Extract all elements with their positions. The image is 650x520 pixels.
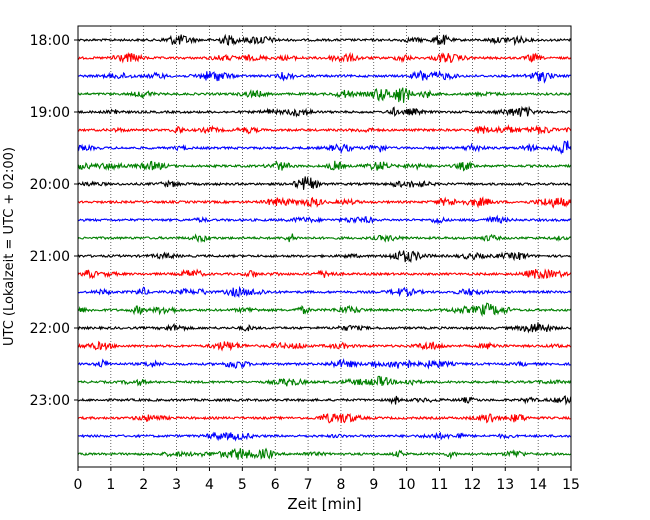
trace-2200 xyxy=(77,322,572,334)
trace-2300 xyxy=(77,395,572,406)
trace-2045 xyxy=(77,233,572,244)
x-tick-label: 0 xyxy=(74,477,83,493)
trace-2315 xyxy=(77,412,571,424)
trace-2230 xyxy=(77,358,571,370)
x-tick-label: 10 xyxy=(398,477,416,493)
trace-2030 xyxy=(77,214,572,225)
y-tick-label: 20:00 xyxy=(30,177,70,193)
x-tick-label: 7 xyxy=(304,477,313,493)
x-tick-label: 9 xyxy=(369,477,378,493)
y-axis-label: UTC (Lokalzeit = UTC + 02:00) xyxy=(2,147,17,346)
trace-2015 xyxy=(77,196,572,209)
x-tick-label: 11 xyxy=(431,477,449,493)
x-tick-label: 2 xyxy=(139,477,148,493)
trace-group xyxy=(77,33,572,460)
trace-2145 xyxy=(77,302,572,317)
trace-2100 xyxy=(77,250,571,264)
x-axis: 0 1 2 3 4 5 6 7 8 9 10 11 12 13 14 15 xyxy=(74,467,580,493)
x-tick-label: 8 xyxy=(336,477,345,493)
y-tick-label: 21:00 xyxy=(30,249,70,265)
y-tick-label: 23:00 xyxy=(30,393,70,409)
trace-1815 xyxy=(77,51,572,64)
trace-2000 xyxy=(77,176,572,190)
x-tick-label: 13 xyxy=(496,477,514,493)
trace-2245 xyxy=(77,375,572,387)
x-tick-label: 1 xyxy=(106,477,115,493)
y-tick-label: 22:00 xyxy=(30,321,70,337)
y-tick-label: 19:00 xyxy=(30,105,70,121)
x-tick-label: 15 xyxy=(562,477,580,493)
x-tick-label: 5 xyxy=(238,477,247,493)
trace-2130 xyxy=(77,285,572,299)
plot-frame xyxy=(77,25,572,468)
trace-1915 xyxy=(77,123,572,135)
x-tick-label: 12 xyxy=(463,477,481,493)
x-tick-label: 14 xyxy=(529,477,547,493)
x-tick-label: 3 xyxy=(172,477,181,493)
trace-1900 xyxy=(77,105,572,118)
trace-1830 xyxy=(77,69,572,84)
trace-2115 xyxy=(77,268,572,280)
trace-1930 xyxy=(77,140,572,155)
trace-1845 xyxy=(77,87,572,103)
y-axis: 18:00 19:00 20:00 21:00 22:00 23:00 xyxy=(30,33,78,409)
trace-2330 xyxy=(77,431,572,442)
trace-1800 xyxy=(77,33,572,47)
x-tick-label: 6 xyxy=(271,477,280,493)
x-axis-label: Zeit [min] xyxy=(287,495,361,513)
x-tick-label: 4 xyxy=(205,477,214,493)
trace-1945 xyxy=(77,160,572,172)
trace-2215 xyxy=(77,340,572,352)
grid-lines xyxy=(110,26,539,467)
trace-2345 xyxy=(77,447,572,460)
y-tick-label: 18:00 xyxy=(30,33,70,49)
